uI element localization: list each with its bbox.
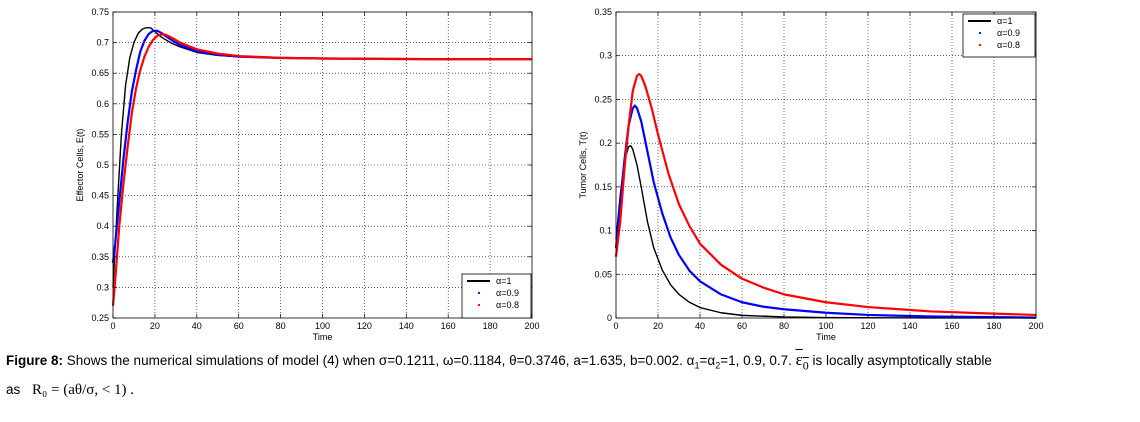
chart2-xtick-label: 200 xyxy=(1028,321,1043,331)
chart1-xtick-label: 160 xyxy=(441,321,456,331)
caption-label: Figure 8: xyxy=(6,353,64,368)
chart1-legend-label-3: α=0.8 xyxy=(496,300,519,310)
chart1-ytick-label: 0.25 xyxy=(91,313,109,323)
caption-epsilon: ε0 xyxy=(795,350,809,373)
chart1-ytick-label: 0.75 xyxy=(91,7,109,17)
chart1-legend-label-1: α=1 xyxy=(496,276,511,286)
chart2-legend-swatch-2 xyxy=(978,31,982,35)
chart1-ytick-label: 0.65 xyxy=(91,68,109,78)
effector-cells-chart: 0 20 40 60 80 100 120 140 160 180 200 0.25 0.3 0.35 0.… xyxy=(75,7,540,342)
chart2-xtick-label: 80 xyxy=(779,321,789,331)
chart2-xtick-label: 20 xyxy=(653,321,663,331)
chart2-series-line-3 xyxy=(614,72,1037,317)
chart2-ytick-label: 0 xyxy=(607,313,612,323)
chart2-ytick-label: 0.3 xyxy=(599,51,612,61)
chart1-ytick-label: 0.4 xyxy=(96,221,109,231)
chart1-ytick-label: 0.3 xyxy=(96,282,109,292)
chart1-xtick-label: 180 xyxy=(483,321,498,331)
caption-text: Shows the numerical simulations of model… xyxy=(63,353,695,368)
chart1-ytick-label: 0.7 xyxy=(96,38,109,48)
chart1-xtick-label: 140 xyxy=(399,321,414,331)
caption-formula: R₀ = (aθ/σ, < 1) . xyxy=(32,382,135,398)
caption-line2-prefix: as xyxy=(6,382,21,397)
chart2-xtick-label: 100 xyxy=(818,321,833,331)
chart2-ytick-label: 0.35 xyxy=(594,7,612,17)
chart1-xtick-label: 40 xyxy=(192,321,202,331)
chart1-ytick-label: 0.55 xyxy=(91,129,109,139)
figure-caption: Figure 8: Shows the numerical simulation… xyxy=(6,350,1134,399)
chart1-ytick-label: 0.35 xyxy=(91,252,109,262)
chart2-series-line-1 xyxy=(615,145,1037,319)
chart1-xtick-label: 100 xyxy=(315,321,330,331)
caption-sub1: 1 xyxy=(694,360,700,371)
chart2-ytick-label: 0.1 xyxy=(599,226,612,236)
chart2-x-axis-label: Time xyxy=(816,332,836,342)
chart2-xtick-label: 120 xyxy=(860,321,875,331)
chart2-ytick-label: 0.05 xyxy=(594,269,612,279)
chart2-xtick-label: 160 xyxy=(944,321,959,331)
chart1-ytick-label: 0.5 xyxy=(96,160,109,170)
chart2-xtick-label: 60 xyxy=(737,321,747,331)
chart1-y-axis-label: Effector Cells, E(t) xyxy=(75,129,85,202)
caption-text2: =1, 0.9, 0.7. xyxy=(720,353,796,368)
chart1-xtick-label: 200 xyxy=(524,321,539,331)
chart2-ytick-label: 0.15 xyxy=(594,182,612,192)
chart2-ytick-label: 0.2 xyxy=(599,138,612,148)
caption-text3: is locally asymptotically stable xyxy=(808,353,992,368)
chart2-legend-label-3: α=0.8 xyxy=(997,40,1020,50)
chart2-ytick-label: 0.25 xyxy=(594,94,612,104)
chart1-legend-swatch-3 xyxy=(477,303,481,307)
tumor-cells-chart: 0 20 40 60 80 100 120 140 160 180 200 0 0.05 0.1 0.15 0… xyxy=(578,7,1044,342)
chart1-legend-swatch-2 xyxy=(477,291,481,295)
caption-mid: =α xyxy=(699,353,716,368)
chart1-series-line-3 xyxy=(111,33,532,306)
chart2-series-line-2 xyxy=(614,104,1037,319)
chart1-xtick-label: 80 xyxy=(276,321,286,331)
chart1-ytick-label: 0.45 xyxy=(91,191,109,201)
chart1-xtick-label: 120 xyxy=(357,321,372,331)
chart1-ytick-label: 0.6 xyxy=(96,99,109,109)
chart1-legend-label-2: α=0.9 xyxy=(496,288,519,298)
chart2-xtick-label: 180 xyxy=(986,321,1001,331)
chart2-legend-label-2: α=0.9 xyxy=(997,28,1020,38)
chart2-xtick-label: 140 xyxy=(902,321,917,331)
chart1-xtick-label: 60 xyxy=(234,321,244,331)
chart1-xtick-label: 20 xyxy=(150,321,160,331)
chart2-xtick-label: 40 xyxy=(695,321,705,331)
chart2-xtick-label: 0 xyxy=(613,321,618,331)
chart2-legend-label-1: α=1 xyxy=(997,16,1012,26)
caption-sub2: 2 xyxy=(715,360,721,371)
caption-line2: as R₀ = (aθ/σ, < 1) . xyxy=(6,381,134,399)
chart1-x-axis-label: Time xyxy=(313,332,333,342)
chart2-legend-swatch-3 xyxy=(978,43,982,47)
chart2-y-axis-label: Tumor Cells, T(t) xyxy=(578,131,588,198)
chart1-xtick-label: 0 xyxy=(110,321,115,331)
